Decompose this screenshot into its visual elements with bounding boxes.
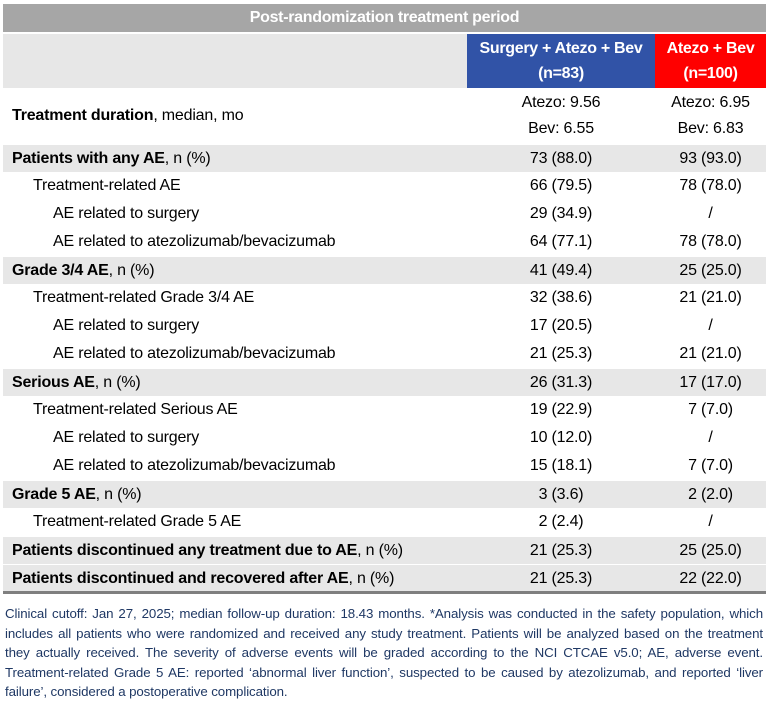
row-label-rest: , n (%)	[108, 262, 155, 279]
value-col2: 7 (7.0)	[688, 457, 733, 474]
table-row: AE related to surgery 17 (20.5) /	[3, 312, 766, 340]
row-label-bold: Grade 5 AE	[12, 486, 96, 503]
value-col1: 64 (77.1)	[529, 233, 593, 250]
row-label: Treatment-related Grade 3/4 AE	[33, 289, 255, 306]
value-col2: 78 (78.0)	[679, 233, 742, 250]
row-label-bold: Grade 3/4 AE	[12, 262, 109, 279]
table-row: Treatment-related Serious AE 19 (22.9) 7 (…	[3, 396, 766, 424]
value-col1: 21 (25.3)	[529, 345, 593, 362]
row-label: Patients discontinued and recovered afte…	[12, 565, 394, 593]
value-col2: /	[708, 205, 713, 222]
value-col1: 32 (38.6)	[529, 289, 593, 306]
row-label: AE related to surgery	[53, 317, 200, 334]
value-col2: 78 (78.0)	[679, 177, 742, 194]
value-col2: 21 (21.0)	[679, 289, 742, 306]
table-row: Treatment-related AE 66 (79.5) 78 (78.0)	[3, 172, 766, 200]
value-col1: 21 (25.3)	[529, 570, 593, 587]
table-row: AE related to surgery 29 (34.9) /	[3, 200, 766, 228]
row-label: Treatment-related Grade 5 AE	[33, 513, 242, 530]
value-col2: /	[708, 317, 713, 334]
value-bev: Bev: 6.55	[528, 120, 594, 137]
value-col2: /	[708, 513, 713, 530]
row-label: Treatment duration, median, mo	[12, 88, 244, 144]
value-col2: 25 (25.0)	[679, 262, 742, 279]
value-col1: 17 (20.5)	[529, 317, 593, 334]
row-label-bold: Patients discontinued and recovered afte…	[12, 570, 349, 587]
row-label-rest: , n (%)	[348, 570, 395, 587]
row-label: AE related to surgery	[53, 205, 200, 222]
row-label-rest: , median, mo	[153, 107, 244, 124]
value-bev: Bev: 6.83	[677, 120, 744, 137]
table-row: Patients discontinued and recovered afte…	[3, 564, 766, 592]
row-label-rest: , n (%)	[164, 150, 211, 167]
value-col2: 22 (22.0)	[679, 570, 742, 587]
table-row: Grade 3/4 AE, n (%) 41 (49.4) 25 (25.0)	[3, 256, 766, 284]
footnote: Clinical cutoff: Jan 27, 2025; median fo…	[5, 606, 763, 699]
row-label: Grade 5 AE, n (%)	[12, 481, 142, 509]
table-row: Treatment-related Grade 5 AE 2 (2.4) /	[3, 508, 766, 536]
value-col1: 19 (22.9)	[529, 401, 593, 418]
row-label-bold: Patients discontinued any treatment due …	[12, 542, 358, 559]
value-col1: 41 (49.4)	[529, 262, 593, 279]
value-col2: 17 (17.0)	[679, 374, 742, 391]
value-col2: /	[708, 429, 713, 446]
column-header-atezo-bev: Atezo + Bev (n=100)	[655, 34, 766, 88]
table-title: Post-randomization treatment period	[3, 4, 766, 32]
table-row: AE related to atezolizumab/bevacizumab 21…	[3, 340, 766, 368]
value-col2: Atezo: 6.95 Bev: 6.83	[655, 90, 766, 142]
value-col2: 25 (25.0)	[679, 542, 742, 559]
value-col1: 73 (88.0)	[529, 150, 593, 167]
table-bottom-border	[3, 591, 766, 594]
table-row: AE related to atezolizumab/bevacizumab 15…	[3, 452, 766, 480]
table-row: AE related to atezolizumab/bevacizumab 64…	[3, 228, 766, 256]
row-label-rest: , n (%)	[357, 542, 403, 559]
column-header-surgery-atezo-bev: Surgery + Atezo + Bev (n=83)	[467, 34, 655, 88]
table-row: AE related to surgery 10 (12.0) /	[3, 424, 766, 452]
table-row: Patients discontinued any treatment due …	[3, 536, 766, 564]
row-label-rest: , n (%)	[95, 486, 142, 503]
value-col2: 2 (2.0)	[688, 486, 733, 503]
value-col1: 10 (12.0)	[529, 429, 593, 446]
value-col1: 15 (18.1)	[529, 457, 593, 474]
value-col1: 29 (34.9)	[529, 205, 593, 222]
row-label-rest: , n (%)	[94, 374, 141, 391]
table-row: Treatment-related Grade 3/4 AE 32 (38.6) 2…	[3, 284, 766, 312]
value-col1: 66 (79.5)	[529, 177, 593, 194]
row-label: AE related to atezolizumab/bevacizumab	[53, 345, 336, 362]
value-atezo: Atezo: 9.56	[521, 94, 601, 111]
row-label: Treatment-related Serious AE	[33, 401, 238, 418]
value-col2: 93 (93.0)	[679, 150, 742, 167]
row-label: Patients discontinued any treatment due …	[12, 537, 403, 565]
column-n: (n=100)	[683, 65, 738, 82]
row-label: AE related to surgery	[53, 429, 200, 446]
value-col1: 2 (2.4)	[538, 513, 584, 530]
value-col2: 7 (7.0)	[688, 401, 733, 418]
column-name: Surgery + Atezo + Bev	[479, 40, 643, 57]
row-label: AE related to atezolizumab/bevacizumab	[53, 457, 336, 474]
column-name: Atezo + Bev	[666, 40, 755, 57]
row-label: AE related to atezolizumab/bevacizumab	[53, 233, 336, 250]
table-row-treatment-duration: Treatment duration, median, mo Atezo: 9.…	[3, 88, 766, 144]
value-col1: 3 (3.6)	[538, 486, 584, 503]
row-label-bold: Patients with any AE	[12, 150, 165, 167]
value-col1: 26 (31.3)	[529, 374, 593, 391]
row-label-bold: Treatment duration	[12, 107, 154, 124]
value-atezo: Atezo: 6.95	[671, 94, 750, 111]
row-label-bold: Serious AE	[12, 374, 95, 391]
value-col1: Atezo: 9.56 Bev: 6.55	[467, 90, 655, 142]
row-label: Serious AE, n (%)	[12, 369, 141, 397]
table-row: Patients with any AE, n (%) 73 (88.0) 93 (…	[3, 144, 766, 172]
value-col2: 21 (21.0)	[679, 345, 742, 362]
column-n: (n=83)	[538, 65, 584, 82]
table-row: Grade 5 AE, n (%) 3 (3.6) 2 (2.0)	[3, 480, 766, 508]
row-label: Treatment-related AE	[33, 177, 181, 194]
table-row: Serious AE, n (%) 26 (31.3) 17 (17.0)	[3, 368, 766, 396]
row-label: Grade 3/4 AE, n (%)	[12, 257, 155, 285]
value-col1: 21 (25.3)	[529, 542, 593, 559]
row-label: Patients with any AE, n (%)	[12, 145, 211, 173]
